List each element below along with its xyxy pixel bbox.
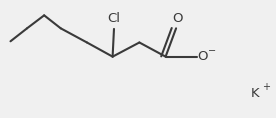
Text: O: O bbox=[197, 50, 208, 63]
Text: K: K bbox=[251, 87, 260, 100]
Text: +: + bbox=[262, 82, 270, 92]
Text: Cl: Cl bbox=[107, 12, 121, 25]
Text: O: O bbox=[172, 12, 183, 25]
Text: −: − bbox=[208, 46, 216, 56]
